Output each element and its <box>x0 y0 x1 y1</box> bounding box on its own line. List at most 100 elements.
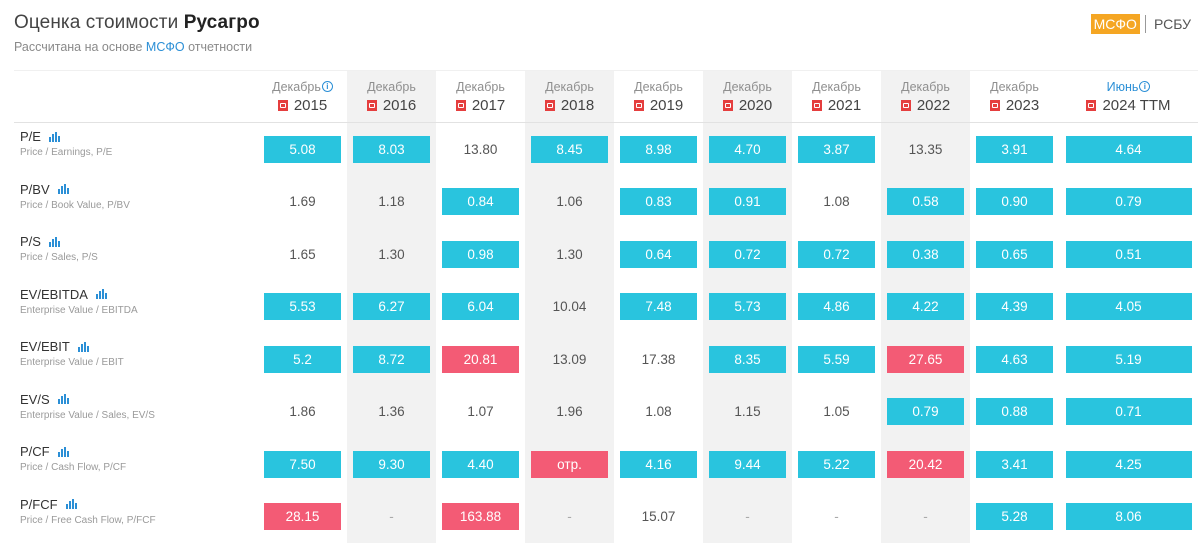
metric-value: 163.88 <box>442 503 519 530</box>
metric-value: - <box>709 503 786 530</box>
metric-value: 27.65 <box>887 346 964 373</box>
pdf-icon[interactable] <box>1086 100 1096 111</box>
metric-value: 0.91 <box>709 188 786 215</box>
metric-name-text[interactable]: P/S <box>20 234 41 249</box>
metric-value: 4.16 <box>620 451 697 478</box>
metric-cell: 17.38 <box>614 333 703 386</box>
metric-cell: 5.73 <box>703 281 792 334</box>
metric-value: 4.40 <box>442 451 519 478</box>
subtitle-suffix: отчетности <box>188 40 252 54</box>
bar-chart-icon[interactable] <box>58 394 70 404</box>
metric-cell: 163.88 <box>436 491 525 543</box>
bar-chart-icon[interactable] <box>49 132 61 142</box>
metric-cell: 1.15 <box>703 386 792 439</box>
pdf-icon[interactable] <box>990 100 1000 111</box>
bar-chart-icon[interactable] <box>49 237 61 247</box>
pdf-icon[interactable] <box>812 100 822 111</box>
period-year: 2020 <box>723 97 772 114</box>
metric-value: 10.04 <box>531 293 608 320</box>
metric-value: 0.64 <box>620 241 697 268</box>
metric-value: 1.15 <box>709 398 786 425</box>
metric-cell: 0.79 <box>1059 176 1198 229</box>
standard-rsbu-button[interactable]: РСБУ <box>1151 14 1194 34</box>
metric-value: 8.35 <box>709 346 786 373</box>
metric-name-text[interactable]: EV/EBIT <box>20 339 70 354</box>
bar-chart-icon[interactable] <box>96 289 108 299</box>
metric-cell: 8.72 <box>347 333 436 386</box>
metric-cell: 5.53 <box>258 281 347 334</box>
metric-value: 0.98 <box>442 241 519 268</box>
metric-cell: 27.65 <box>881 333 970 386</box>
metric-name-text[interactable]: P/CF <box>20 444 50 459</box>
metric-cell: - <box>792 491 881 543</box>
metric-cell: 0.91 <box>703 176 792 229</box>
metric-value: 7.48 <box>620 293 697 320</box>
metric-cell: 1.18 <box>347 176 436 229</box>
pdf-icon[interactable] <box>456 100 466 111</box>
metric-value: 6.04 <box>442 293 519 320</box>
metric-description: Enterprise Value / EBITDA <box>20 305 138 316</box>
metric-cell: 3.91 <box>970 123 1059 176</box>
pdf-icon[interactable] <box>901 100 911 111</box>
metric-cell: 5.28 <box>970 491 1059 543</box>
metric-cell: 13.80 <box>436 123 525 176</box>
metric-cell: 3.41 <box>970 438 1059 491</box>
metric-name-text[interactable]: P/BV <box>20 182 50 197</box>
pdf-icon[interactable] <box>367 100 377 111</box>
period-year-label: 2022 <box>917 97 950 114</box>
metric-cell: 4.86 <box>792 281 881 334</box>
metric-cell: 1.96 <box>525 386 614 439</box>
pdf-icon[interactable] <box>723 100 733 111</box>
period-month: Декабрь <box>812 80 861 94</box>
pdf-icon[interactable] <box>634 100 644 111</box>
metric-cell: 1.65 <box>258 228 347 281</box>
metric-cell: 0.71 <box>1059 386 1198 439</box>
period-month: Декабрь <box>723 80 772 94</box>
metric-cell: 20.42 <box>881 438 970 491</box>
metric-cell: 10.04 <box>525 281 614 334</box>
bar-chart-icon[interactable] <box>58 447 70 457</box>
period-year: 2019 <box>634 97 683 114</box>
metric-cell: 15.07 <box>614 491 703 543</box>
metric-cell: 5.2 <box>258 333 347 386</box>
metric-cell: 1.69 <box>258 176 347 229</box>
metric-name-text[interactable]: EV/EBITDA <box>20 287 88 302</box>
bar-chart-icon[interactable] <box>58 184 70 194</box>
period-year-label: 2015 <box>294 97 327 114</box>
metric-value: 0.72 <box>798 241 875 268</box>
metric-cell: 7.50 <box>258 438 347 491</box>
metric-name-text[interactable]: EV/S <box>20 392 50 407</box>
metric-cell: 6.04 <box>436 281 525 334</box>
bar-chart-icon[interactable] <box>66 499 78 509</box>
metric-value: 17.38 <box>620 346 697 373</box>
metric-value: 13.09 <box>531 346 608 373</box>
pdf-icon[interactable] <box>278 100 288 111</box>
metric-value: 1.30 <box>353 241 430 268</box>
info-icon[interactable]: i <box>1139 81 1150 92</box>
pdf-icon[interactable] <box>545 100 555 111</box>
metric-value: 6.27 <box>353 293 430 320</box>
period-year: 2018 <box>545 97 594 114</box>
metric-name-text[interactable]: P/E <box>20 129 41 144</box>
period-month-label: Декабрь <box>990 80 1039 94</box>
metric-name-text[interactable]: P/FCF <box>20 497 58 512</box>
metric-cell: 1.36 <box>347 386 436 439</box>
period-year-label: 2020 <box>739 97 772 114</box>
metric-cell: 0.72 <box>792 228 881 281</box>
metric-value: 4.70 <box>709 136 786 163</box>
metric-value: - <box>798 503 875 530</box>
bar-chart-icon[interactable] <box>78 342 90 352</box>
metric-name: EV/S <box>20 392 70 407</box>
metric-cell: 4.64 <box>1059 123 1198 176</box>
metric-cell: 5.08 <box>258 123 347 176</box>
info-icon[interactable]: i <box>322 81 333 92</box>
standard-msfo-button[interactable]: МСФО <box>1091 14 1140 34</box>
period-year: 2024 TTM <box>1086 97 1170 114</box>
metric-cell: 0.51 <box>1059 228 1198 281</box>
